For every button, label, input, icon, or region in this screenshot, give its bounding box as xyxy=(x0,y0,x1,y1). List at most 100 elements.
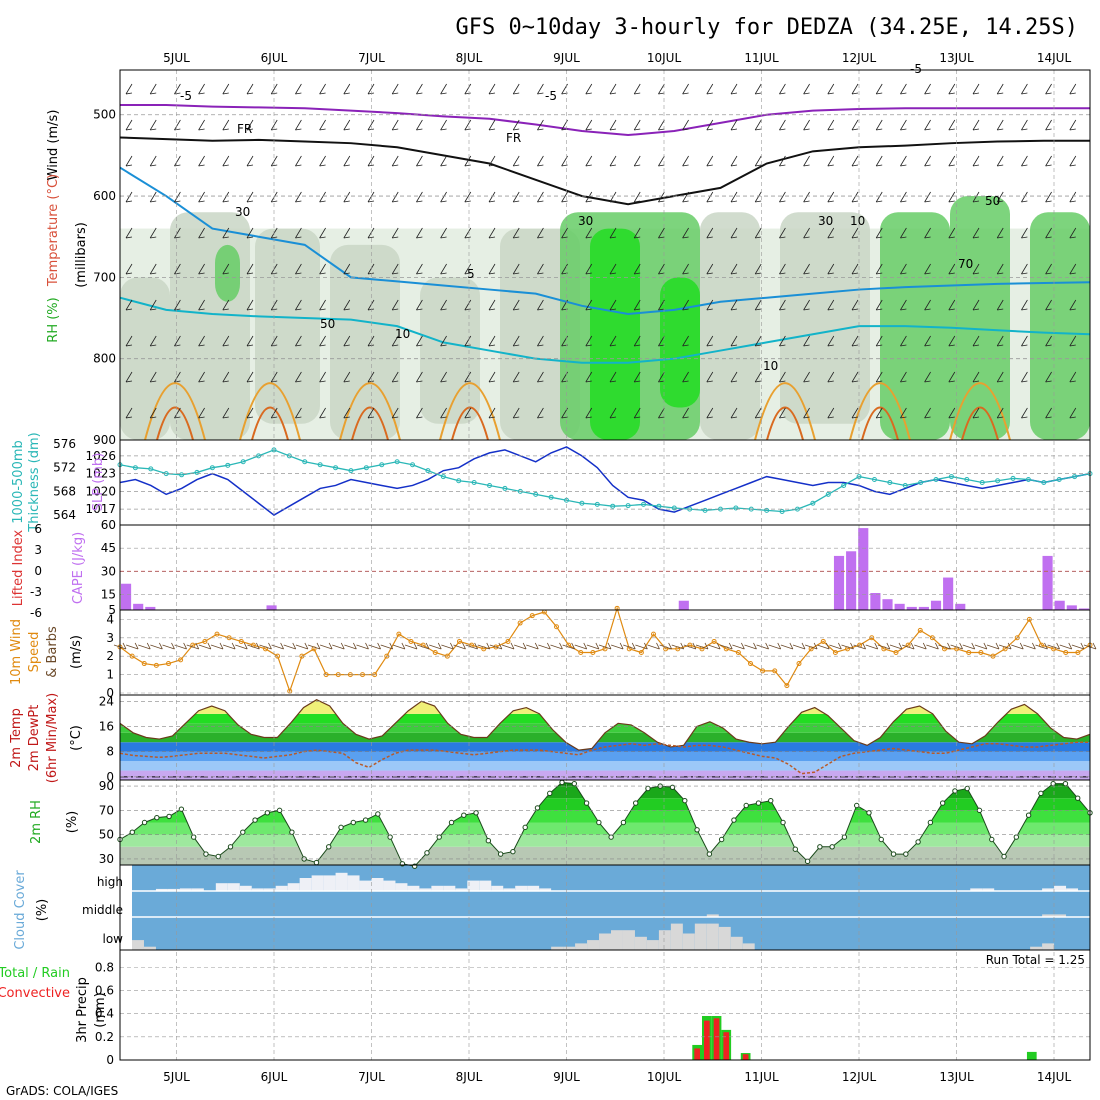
cloud-cell-high xyxy=(335,872,348,891)
y-axis-title: Temperature (°C) xyxy=(46,174,61,287)
wind-barb xyxy=(706,83,714,95)
wind-speed-point xyxy=(578,650,584,655)
wind-barb xyxy=(974,642,988,650)
rh-point xyxy=(166,813,172,820)
wind-barb xyxy=(440,407,447,419)
wind-barb xyxy=(440,191,447,203)
wind-barb xyxy=(488,263,496,275)
wind-barb xyxy=(996,407,1004,419)
cloud-cell-low xyxy=(587,940,600,950)
cape-bar xyxy=(943,577,954,610)
wind-barb xyxy=(125,263,133,275)
rh-region xyxy=(1030,212,1090,440)
isotherm-minus5 xyxy=(120,103,1090,137)
y-tick-label: 30 xyxy=(99,852,114,866)
wind-barb xyxy=(1045,371,1052,383)
thickness-point xyxy=(933,477,939,483)
rh-point xyxy=(461,812,467,818)
wind-barb xyxy=(730,155,738,167)
wind-barb xyxy=(779,407,786,419)
x-tick-label-bottom: 12JUL xyxy=(842,1070,877,1084)
wind-barb xyxy=(851,371,859,383)
wind-barb xyxy=(996,299,1004,311)
rh-band xyxy=(120,786,1090,799)
wind-barb xyxy=(875,83,883,95)
rh-region xyxy=(330,244,400,440)
y-axis-unit: (°C) xyxy=(69,725,84,751)
contour-label: 5 xyxy=(467,267,475,281)
wind-barb xyxy=(537,191,544,203)
x-tick-label-top: 5JUL xyxy=(163,51,190,65)
wind-barb xyxy=(512,227,520,239)
y-tick-label: 70 xyxy=(99,803,114,817)
wind-barb xyxy=(562,642,575,650)
wind-barb xyxy=(174,407,181,419)
cloud-cell-low xyxy=(551,946,564,950)
cloud-cell-high xyxy=(359,880,372,891)
y-tick-label: 0.2 xyxy=(95,1030,114,1044)
thickness-point xyxy=(610,503,616,509)
thickness-point xyxy=(225,462,231,468)
rh-point xyxy=(215,853,221,860)
wind-barb xyxy=(356,642,369,650)
x-tick-label-top: 12JUL xyxy=(842,51,877,65)
wind-speed-point xyxy=(153,662,159,668)
wind-barb xyxy=(1045,119,1052,131)
wind-barb xyxy=(803,119,810,131)
wind-barb xyxy=(512,263,520,275)
wind-barb xyxy=(900,155,907,167)
y-axis-title: 2m DewPt xyxy=(27,705,42,772)
wind-barb xyxy=(1059,642,1073,650)
wind-barb xyxy=(174,155,181,167)
thickness-point xyxy=(825,491,831,497)
wind-barb xyxy=(972,335,980,347)
wind-barb xyxy=(149,371,157,383)
cloud-cell-middle xyxy=(1042,914,1055,917)
wind-barb xyxy=(803,263,810,275)
wind-barb xyxy=(125,155,133,167)
wind-barb xyxy=(682,335,689,347)
y-tick-label-left: 3 xyxy=(34,543,42,557)
wind-barb xyxy=(803,155,810,167)
wind-speed-point xyxy=(1063,650,1069,655)
wind-barb xyxy=(754,83,762,95)
wind-barb xyxy=(901,642,915,650)
wind-barb xyxy=(464,155,472,167)
wind-barb xyxy=(1021,263,1028,275)
rh-region xyxy=(660,277,700,408)
wind-barb xyxy=(174,83,181,95)
wind-barb xyxy=(938,642,951,650)
rh-point xyxy=(1025,812,1032,818)
rh-point xyxy=(964,785,970,792)
y-tick-label: 0.8 xyxy=(95,960,114,974)
rh-point xyxy=(731,817,737,823)
wind-barb xyxy=(779,191,786,203)
rh-point xyxy=(694,827,700,833)
y-axis-title: 1000-500mb xyxy=(11,440,26,524)
thickness-point xyxy=(502,485,508,491)
rh-point xyxy=(424,850,430,856)
rh-band xyxy=(120,822,1090,835)
thickness-point xyxy=(594,501,600,507)
thickness-point xyxy=(1056,477,1062,483)
wind-barb xyxy=(585,371,593,383)
wind-barb xyxy=(512,119,520,131)
wind-barb xyxy=(501,642,515,650)
wind-barb xyxy=(996,263,1004,275)
wind-barb xyxy=(391,119,399,131)
wind-barb xyxy=(295,227,302,239)
rh-point xyxy=(485,838,492,844)
wind-barb xyxy=(464,263,472,275)
wind-barb xyxy=(730,335,738,347)
thickness-point xyxy=(871,477,877,483)
wind-barb xyxy=(924,119,931,131)
cloud-cell-high xyxy=(191,888,204,891)
wind-barb xyxy=(440,83,447,95)
contour-label: 10 xyxy=(395,327,410,341)
wind-barb xyxy=(416,371,423,383)
wind-speed-point xyxy=(711,638,717,644)
wind-barb xyxy=(586,642,600,650)
wind-barb xyxy=(210,642,224,650)
y-tick-label-left: 564 xyxy=(53,508,76,522)
wind-barb xyxy=(875,155,883,167)
